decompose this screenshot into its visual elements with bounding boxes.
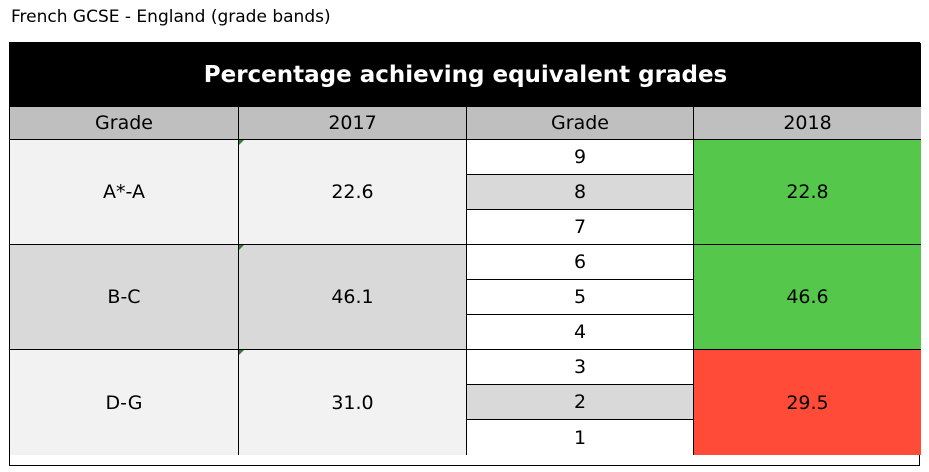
header-year-2017: 2017: [239, 107, 467, 140]
grade-7: 7: [467, 210, 694, 245]
header-year-2018: 2018: [694, 107, 921, 140]
band-value-2017-d-g: 31.0: [239, 350, 467, 455]
chart-caption: French GCSE - England (grade bands): [11, 7, 331, 27]
grade-comparison-table: Percentage achieving equivalent grades G…: [9, 42, 921, 466]
comment-marker-icon: [239, 350, 244, 355]
grade-9: 9: [467, 140, 694, 175]
grade-1: 1: [467, 420, 694, 455]
band-value-2017-a-star-a: 22.6: [239, 140, 467, 245]
table-title: Percentage achieving equivalent grades: [10, 43, 921, 107]
grade-8: 8: [467, 175, 694, 210]
grade-6: 6: [467, 245, 694, 280]
grade-5: 5: [467, 280, 694, 315]
value-text: 46.1: [331, 286, 374, 308]
value-text: 31.0: [331, 391, 374, 414]
band-value-2018-d-g: 29.5: [694, 350, 921, 455]
comment-marker-icon: [239, 140, 244, 145]
band-grade-b-c: B-C: [10, 245, 239, 350]
grade-4: 4: [467, 315, 694, 350]
header-grade-2018: Grade: [467, 107, 694, 140]
band-grade-d-g: D-G: [10, 350, 239, 455]
band-grade-a-star-a: A*-A: [10, 140, 239, 245]
grade-2: 2: [467, 385, 694, 420]
comment-marker-icon: [239, 245, 244, 250]
grade-3: 3: [467, 350, 694, 385]
band-value-2017-b-c: 46.1: [239, 245, 467, 350]
value-text: 22.6: [331, 181, 374, 203]
band-value-2018-b-c: 46.6: [694, 245, 921, 350]
header-grade-2017: Grade: [10, 107, 239, 140]
band-value-2018-a-star-a: 22.8: [694, 140, 921, 245]
